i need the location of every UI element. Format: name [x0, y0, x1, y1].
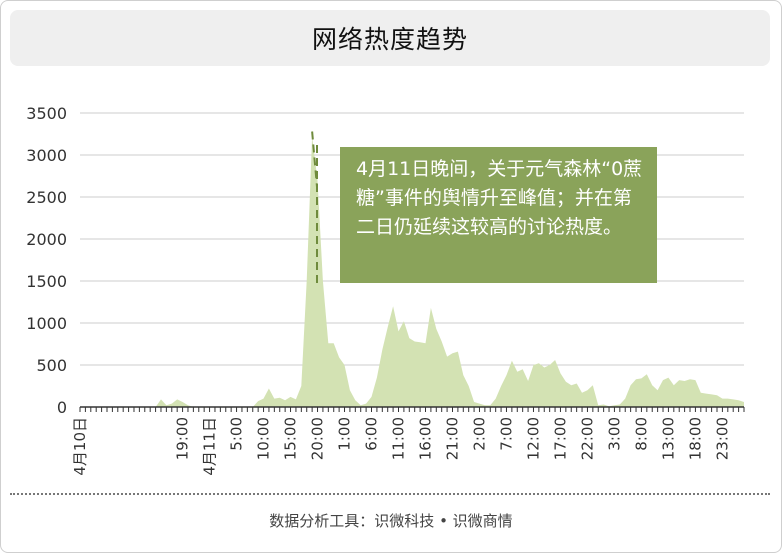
- x-tick-label: 8:00: [632, 417, 650, 451]
- annotation-box: 4月11日晚间，关于元气森林“0蔗糖”事件的舆情升至峰值；并在第二日仍延续这较高…: [340, 147, 657, 283]
- x-tick-label: 13:00: [659, 417, 677, 460]
- footer-divider: [10, 493, 770, 495]
- x-tick-label: 12:00: [524, 417, 542, 460]
- x-tick-label: 15:00: [282, 417, 300, 460]
- y-tick-label: 500: [36, 356, 67, 375]
- y-tick-label: 1000: [26, 314, 67, 333]
- x-tick-label: 19:00: [174, 417, 192, 460]
- series-area: [80, 136, 744, 407]
- x-tick-label: 11:00: [390, 417, 408, 460]
- x-tick-label: 22:00: [578, 417, 596, 460]
- x-tick-label: 20:00: [309, 417, 327, 460]
- y-tick-label: 1500: [26, 272, 67, 291]
- title-bar: 网络热度趋势: [10, 10, 770, 66]
- x-tick-label: 23:00: [713, 417, 731, 460]
- x-tick-label: 16:00: [416, 417, 434, 460]
- x-tick-label: 5:00: [228, 417, 246, 451]
- x-tick-label: 17:00: [551, 417, 569, 460]
- y-tick-label: 2500: [26, 188, 67, 207]
- footer-source: 数据分析工具：识微科技 • 识微商情: [269, 512, 513, 530]
- x-tick-label: 4月10日: [71, 417, 89, 476]
- x-tick-label: 1:00: [336, 417, 354, 451]
- y-tick-label: 3500: [26, 104, 67, 123]
- x-tick-label: 7:00: [497, 417, 515, 451]
- x-tick-label: 2:00: [470, 417, 488, 451]
- y-tick-label: 3000: [26, 146, 67, 165]
- x-tick-label: 4月11日: [201, 417, 219, 476]
- x-tick-label: 10:00: [255, 417, 273, 460]
- x-tick-label: 18:00: [686, 417, 704, 460]
- y-tick-label: 2000: [26, 230, 67, 249]
- x-tick-label: 6:00: [363, 417, 381, 451]
- y-tick-label: 0: [57, 398, 67, 417]
- chart-title: 网络热度趋势: [311, 25, 468, 54]
- x-tick-label: 21:00: [443, 417, 461, 460]
- x-tick-label: 3:00: [605, 417, 623, 451]
